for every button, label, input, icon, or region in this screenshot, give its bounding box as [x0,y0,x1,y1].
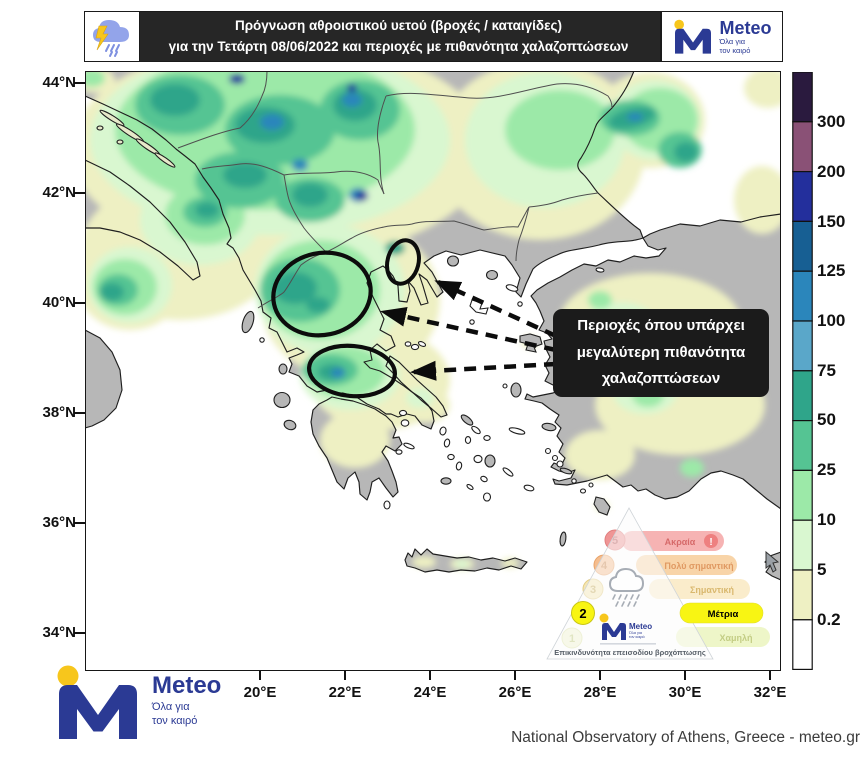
annotation-line1: Περιοχές όπου υπάρχει [577,316,745,334]
hail-area-ellipse-lower [307,343,397,399]
annotation-line2: μεγαλύτερη πιθανότητα [576,343,746,361]
hail-level-1-label: Χαμηλή [719,633,752,643]
precipitation-colorbar [792,72,813,670]
svg-text:!: ! [709,537,712,548]
hail-area-ellipse-small [385,238,421,286]
scale-label-25: 25 [817,460,836,479]
lon-tick-label-22: 22°E [328,684,362,701]
hail-level-3-label: Σημαντική [690,585,734,595]
meteo-logo-name-footer: Meteo [152,672,222,699]
credit-text: National Observatory of Athens, Greece -… [511,729,860,746]
hail-level-5-label: Ακραία [665,537,696,547]
arrow-to-small-ellipse [434,279,557,339]
mouse-cursor [765,550,780,573]
lon-tick-26 [514,671,516,680]
coastline-layer [85,71,781,573]
lat-tick-label-34: 34°N [42,624,76,641]
svg-text:Όλα για: Όλα για [628,631,643,635]
lon-tick-20 [259,671,261,680]
scale-label-50: 50 [817,410,836,429]
rain-150-200mm [229,74,368,201]
small-islands [259,267,605,510]
meteo-logo-mini: Meteo Όλα για τον καιρό [599,613,656,645]
header-title-line1: Πρόγνωση αθροιστικού υετού (βροχές / κατ… [234,17,563,33]
scale-label-10: 10 [817,510,836,529]
lon-tick-label-24: 24°E [413,684,447,701]
lon-tick-32 [769,671,771,680]
hail-risk-pyramid: Ακραία ! Πολύ σημαντική Σημαντική Χαμηλή… [546,507,770,660]
header-title-bar: Πρόγνωση αθροιστικού υετού (βροχές / κατ… [84,11,661,62]
meteo-logo-footer: Meteo Όλα για τον καιρό [52,664,221,742]
arrow-to-lower-ellipse [410,360,557,381]
hail-level-2-label: Μέτρια [708,609,739,620]
lat-tick-38 [74,412,85,414]
hail-level-4-label: Πολύ σημαντική [664,561,733,571]
hail-level-2-circle-highlighted [571,601,595,625]
scale-label-150: 150 [817,212,846,231]
dalmatian-islands [96,109,176,168]
meteo-tagline-line2: τον καιρό [719,45,751,55]
lat-tick-36 [74,522,85,524]
hail-annotations [271,238,557,399]
hail-annotation-box: Περιοχές όπου υπάρχει μεγαλύτερη πιθανότ… [553,309,769,397]
lat-tick-label-44: 44°N [42,74,76,91]
lat-tick-label-42: 42°N [42,184,76,201]
lat-tick-44 [74,82,85,84]
rain-50-75mm [100,84,698,380]
meteo-logo-header: Meteo Όλα για τον καιρό [661,11,783,62]
meteo-m-icon [674,19,712,54]
lon-tick-label-20: 20°E [243,684,277,701]
hail-level-2-pill-highlighted [679,602,764,624]
meteo-tagline-line1: Όλα για [719,36,746,46]
lon-tick-30 [684,671,686,680]
large-islands [241,255,611,547]
scale-label-200: 200 [817,162,846,181]
hail-level-2-num: 2 [579,606,586,621]
scale-label-125: 125 [817,261,846,280]
header-title-line2: για την Τετάρτη 08/06/2022 και περιοχές … [168,38,629,54]
annotation-line3: χαλαζοπτώσεων [601,370,721,388]
lon-tick-label-28: 28°E [583,684,617,701]
scale-label-300: 300 [817,112,846,131]
rain-cloud-icon [608,567,645,607]
lon-tick-label-26: 26°E [498,684,532,701]
country-borders [177,71,613,309]
svg-text:Meteo: Meteo [629,622,652,631]
storm-icon-box [84,11,140,62]
storm-cloud-icon [93,19,129,57]
exclamation-icon [704,534,718,548]
scale-label-75: 75 [817,361,836,380]
lon-tick-22 [344,671,346,680]
hail-area-ellipse-large [271,250,373,338]
meteo-m-icon-large [57,665,137,739]
lat-tick-label-38: 38°N [42,404,76,421]
pyramid-caption: Επικινδυνότητα επεισοδίου βροχόπτωσης [554,648,706,657]
scale-label-5: 5 [817,560,827,579]
annotation-arrows [380,279,557,381]
meteo-logo-name: Meteo [719,17,772,38]
lon-tick-label-30: 30°E [668,684,702,701]
lon-tick-24 [429,671,431,680]
scale-label-100: 100 [817,311,846,330]
lat-tick-40 [74,302,85,304]
scale-label-0_2: 0.2 [817,610,841,629]
lat-tick-42 [74,192,85,194]
lat-tick-label-36: 36°N [42,514,76,531]
lon-tick-label-32: 32°E [753,684,787,701]
arrow-to-large-ellipse [380,306,557,353]
lon-tick-28 [599,671,601,680]
svg-text:τον καιρό: τον καιρό [629,635,645,639]
lat-tick-34 [74,632,85,634]
lat-tick-label-40: 40°N [42,294,76,311]
